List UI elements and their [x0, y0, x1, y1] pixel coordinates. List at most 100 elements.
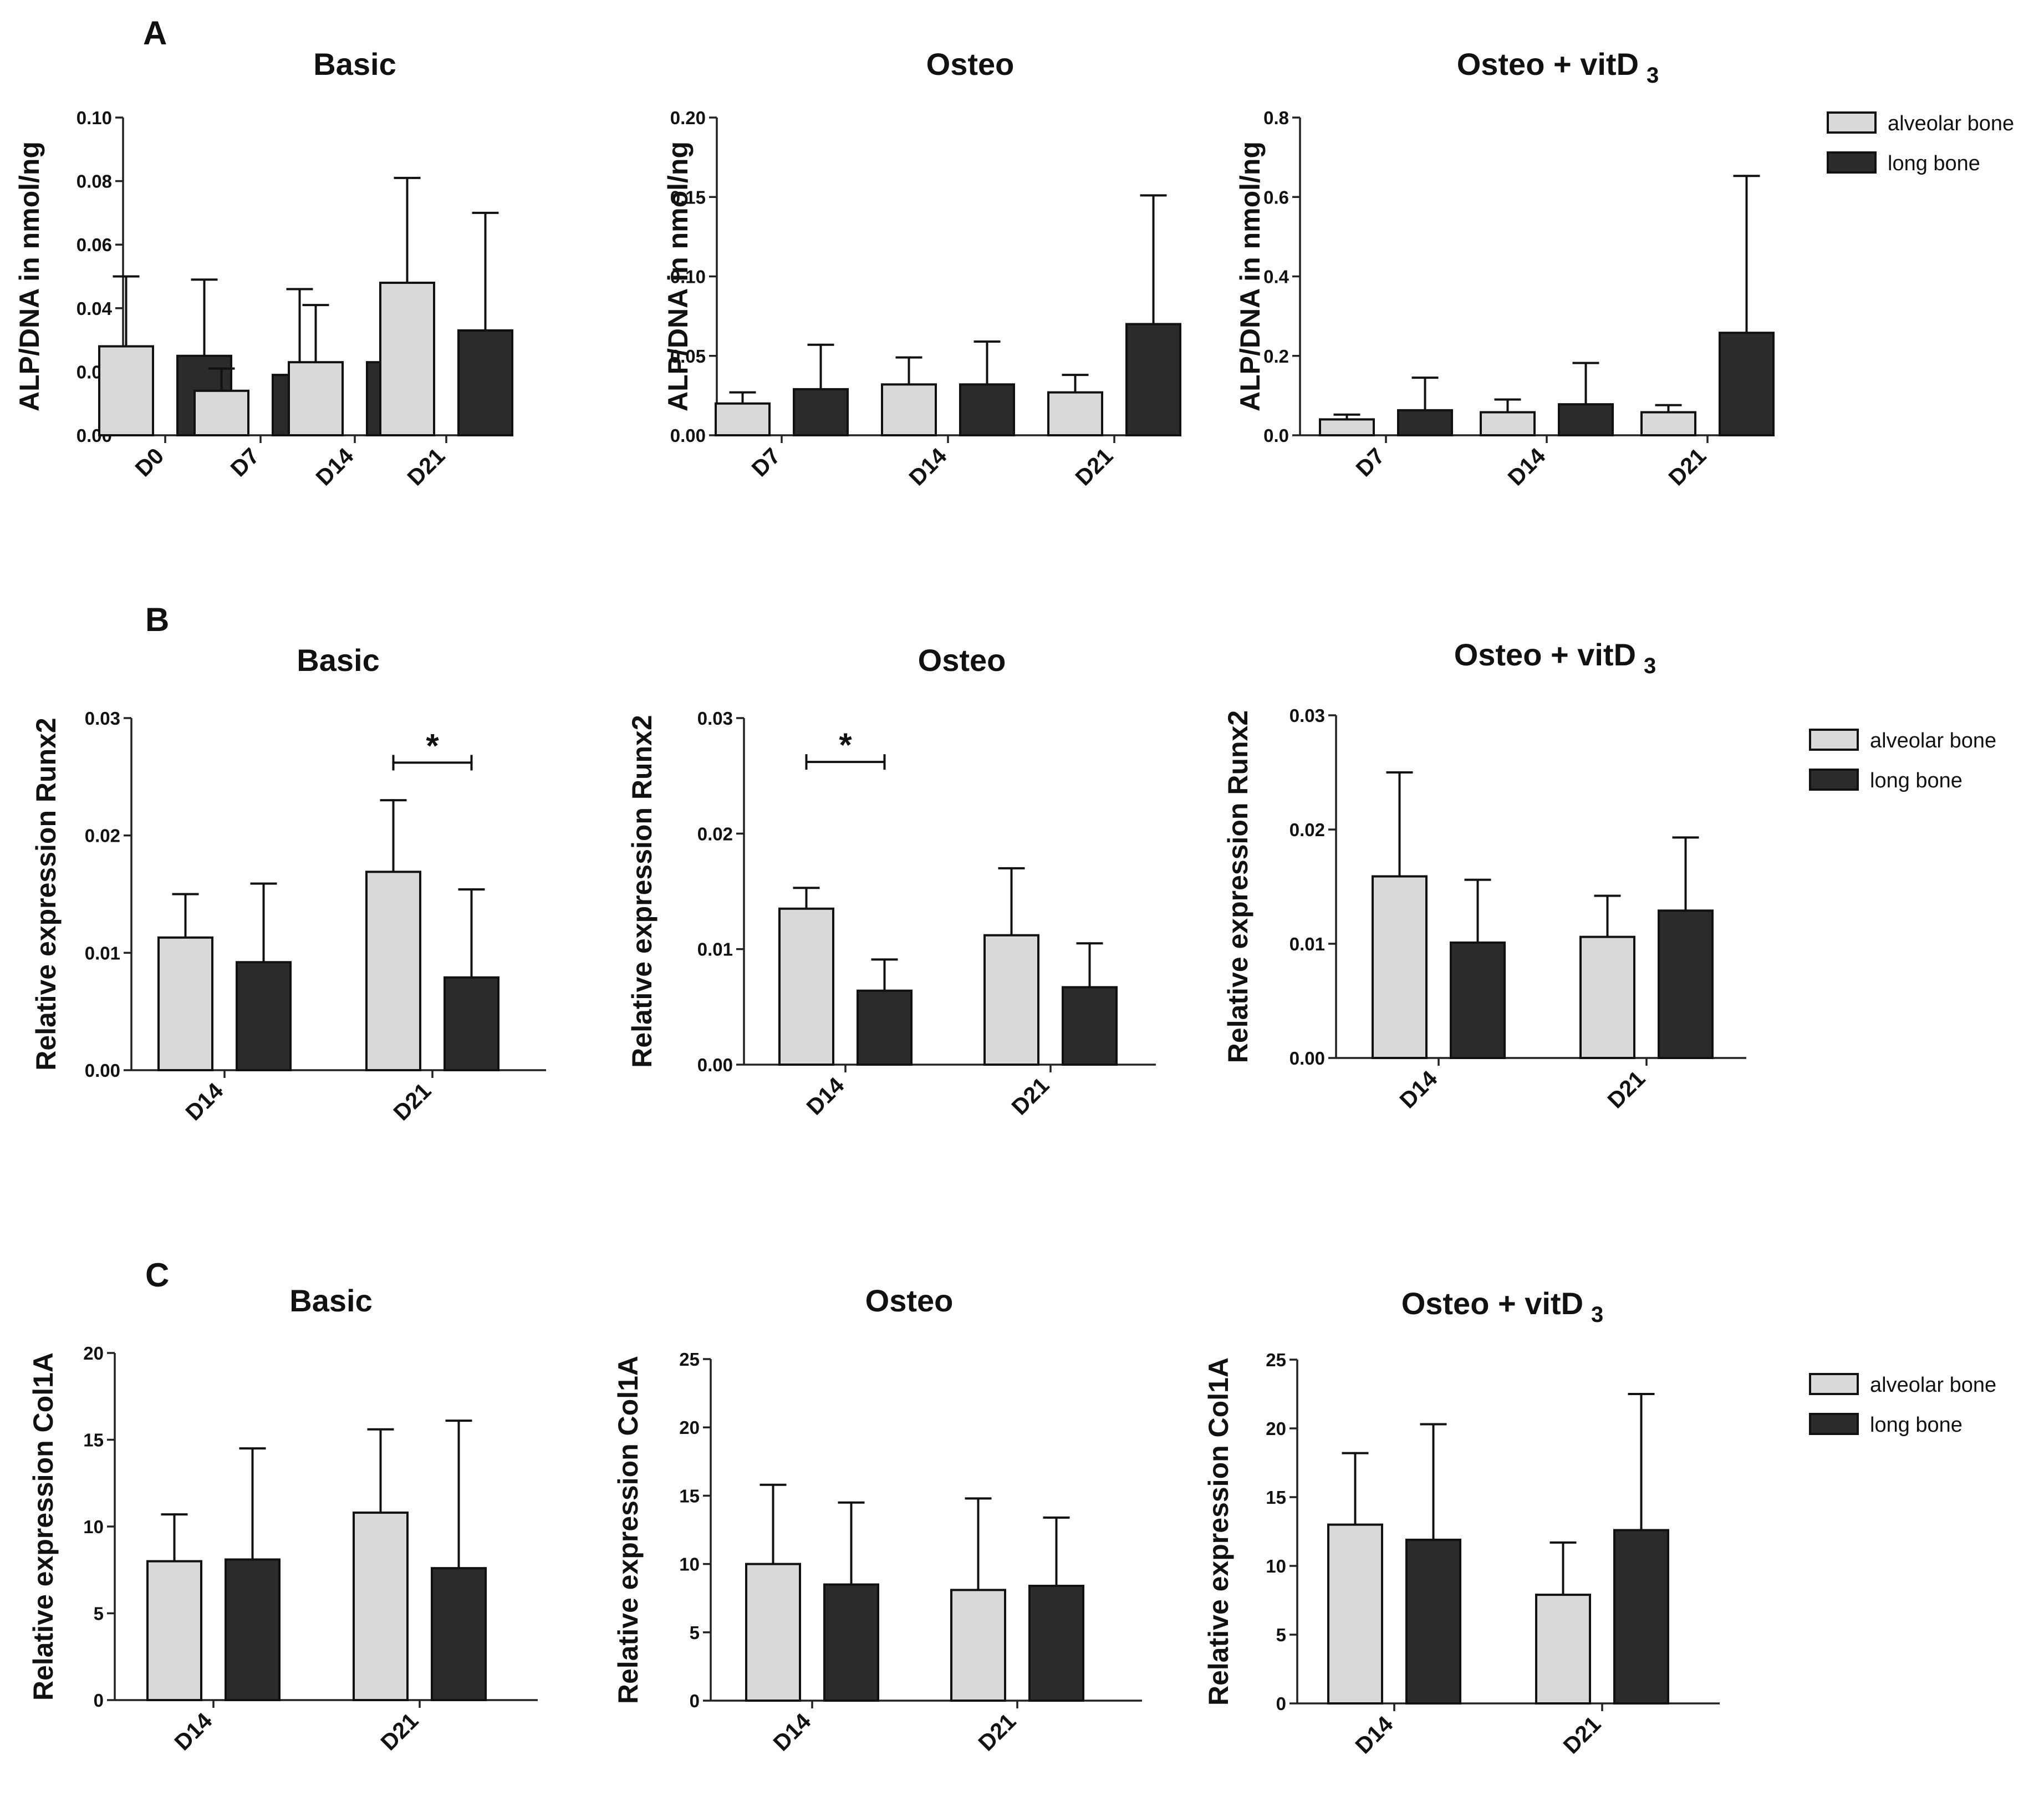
bar-long-bone	[457, 329, 513, 436]
chart-title: Basic	[313, 47, 396, 82]
bar-alveolar-bone	[881, 383, 937, 437]
legend-swatch-alveolar-bone	[1827, 111, 1877, 134]
chart-1: Osteo ALP/DNA in nmol/ng 0.00 0.05 0.10 0.15 0…	[662, 47, 1181, 491]
chart-6: Basic Relative expression Col1A 0 5 10 15 20 D1…	[28, 1283, 538, 1756]
bar-long-bone	[1658, 909, 1714, 1059]
x-tick-label: D21	[402, 443, 450, 491]
chart-title: Osteo	[865, 1283, 954, 1318]
y-tick-label: 0.02	[85, 826, 120, 846]
bar-long-bone	[1613, 1529, 1669, 1705]
x-tick-label: D14	[904, 443, 952, 491]
y-tick-label: 0.06	[77, 235, 112, 255]
bar-long-bone	[1719, 332, 1775, 437]
y-tick-label: 0.02	[1289, 820, 1325, 840]
x-tick-label: D21	[1071, 443, 1118, 491]
bar-long-bone	[444, 976, 499, 1071]
x-tick-label: D14	[1503, 443, 1551, 491]
bar-alveolar-bone	[778, 907, 834, 1066]
y-tick-label: 0.10	[77, 108, 112, 128]
legend-swatch-long-bone	[1827, 151, 1877, 174]
y-tick-label: 20	[83, 1343, 104, 1364]
chart-title-subscript: 3	[1647, 63, 1659, 88]
chart-title-subscript: 3	[1644, 654, 1656, 678]
bar-long-bone	[857, 989, 913, 1066]
chart-title: Osteo + vitD 3	[1454, 637, 1656, 678]
bar-long-bone	[1125, 323, 1181, 437]
bar-alveolar-bone	[353, 1511, 409, 1701]
y-tick-label: 0.03	[1289, 705, 1325, 726]
bar-alveolar-bone	[146, 1560, 202, 1702]
bar-alveolar-bone	[157, 936, 213, 1071]
bar-alveolar-bone	[983, 934, 1039, 1066]
bar-alveolar-bone	[1579, 935, 1635, 1060]
y-tick-label: 0.00	[85, 1060, 120, 1081]
y-tick-label: 0.00	[1289, 1048, 1325, 1069]
y-tick-label: 10	[1266, 1556, 1286, 1576]
y-tick-label: 0.00	[697, 1055, 733, 1075]
y-tick-label: 10	[679, 1554, 700, 1575]
panel-label-b: B	[145, 601, 169, 638]
y-tick-label: 5	[94, 1604, 104, 1624]
bar-alveolar-bone	[193, 389, 249, 437]
bar-long-bone	[236, 961, 292, 1072]
y-axis-label: ALP/DNA in nmol/ng	[662, 141, 694, 411]
bar-long-bone	[1028, 1585, 1084, 1702]
bar-alveolar-bone	[950, 1589, 1006, 1702]
y-tick-label: 0.01	[1289, 934, 1325, 954]
legend: alveolar bone long bone	[1809, 729, 1996, 792]
legend-label-alveolar-bone: alveolar bone	[1870, 729, 1996, 752]
x-tick-label: D21	[1664, 443, 1711, 491]
y-axis-label: Relative expression Col1A	[28, 1352, 59, 1701]
chart-2: Osteo + vitD 3 ALP/DNA in nmol/ng 0.0 0.2 0.4…	[1235, 47, 2014, 491]
y-tick-label: 5	[690, 1622, 700, 1643]
y-axis-label: Relative expression Runx2	[626, 715, 657, 1067]
chart-title: Osteo	[926, 47, 1015, 82]
y-tick-label: 0	[690, 1691, 700, 1711]
y-tick-label: 0.2	[1263, 346, 1289, 367]
bar-alveolar-bone	[1319, 418, 1375, 436]
chart-8: Osteo + vitD 3 Relative expression Col1A 0 5…	[1203, 1286, 1996, 1759]
y-tick-label: 0.01	[697, 939, 733, 960]
y-tick-label: 0	[1276, 1693, 1286, 1714]
x-tick-label: D14	[170, 1708, 217, 1756]
x-tick-label: D7	[1351, 443, 1390, 482]
bar-long-bone	[1558, 403, 1614, 437]
y-tick-label: 25	[679, 1349, 700, 1370]
x-tick-label: D7	[747, 443, 786, 482]
x-tick-label: D21	[389, 1078, 436, 1126]
y-tick-label: 0.01	[85, 943, 120, 963]
bar-long-bone	[959, 383, 1015, 437]
chart-title: Osteo + vitD 3	[1401, 1286, 1604, 1327]
bar-alveolar-bone	[1047, 391, 1103, 437]
bar-alveolar-bone	[365, 871, 421, 1071]
x-tick-label: D0	[130, 443, 169, 482]
y-axis-label: Relative expression Col1A	[1203, 1357, 1234, 1706]
y-tick-label: 15	[1266, 1487, 1286, 1508]
x-tick-label: D21	[1007, 1072, 1054, 1120]
y-axis-label: Relative expression Runx2	[30, 718, 62, 1070]
y-tick-label: 0.15	[670, 187, 706, 207]
bar-alveolar-bone	[1480, 411, 1536, 437]
x-tick-label: D21	[1603, 1066, 1650, 1113]
y-tick-label: 15	[679, 1485, 700, 1506]
significance-star: *	[839, 726, 852, 764]
bar-long-bone	[1450, 941, 1506, 1059]
legend-swatch-long-bone	[1809, 1413, 1859, 1435]
chart-3: Basic Relative expression Runx2 0.00 0.01 0.…	[30, 643, 546, 1126]
y-tick-label: 0.10	[670, 267, 706, 287]
legend: alveolar bone long bone	[1827, 111, 2014, 175]
y-tick-label: 0.05	[670, 346, 706, 367]
y-tick-label: 0	[94, 1690, 104, 1711]
x-tick-label: D14	[311, 443, 359, 491]
legend: alveolar bone long bone	[1809, 1373, 1996, 1437]
legend-label-long-bone: long bone	[1888, 152, 1980, 175]
y-tick-label: 0.8	[1263, 108, 1289, 128]
bar-long-bone	[823, 1583, 879, 1702]
bar-alveolar-bone	[715, 402, 771, 437]
y-axis-label: Relative expression Col1A	[613, 1356, 644, 1704]
legend-label-alveolar-bone: alveolar bone	[1888, 112, 2014, 135]
significance-star: *	[426, 727, 439, 764]
